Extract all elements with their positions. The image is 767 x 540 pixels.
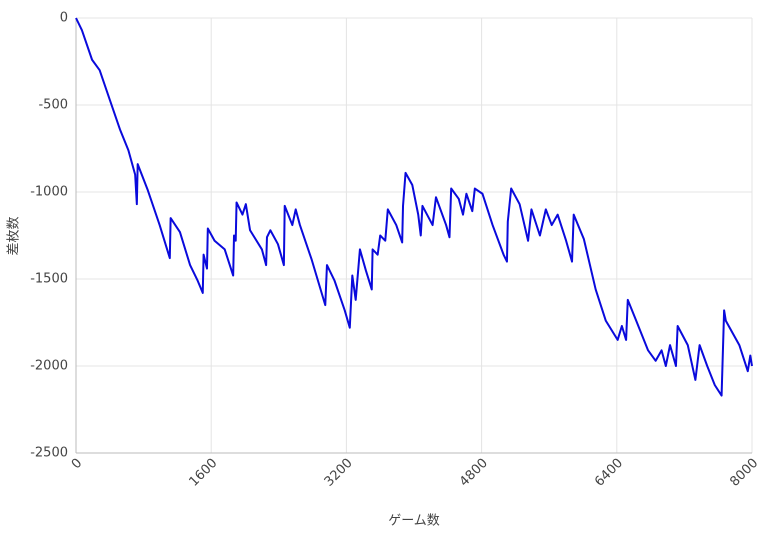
y-tick-label: -1500 — [30, 272, 68, 287]
x-tick-label: 8000 — [727, 456, 761, 490]
data-line — [75, 17, 753, 397]
y-tick-label: -500 — [38, 98, 68, 113]
x-tick-label: 1600 — [186, 456, 220, 490]
y-tick-label: -2000 — [30, 359, 68, 374]
x-tick-label: 3200 — [322, 456, 356, 490]
x-axis-label: ゲーム数 — [388, 514, 440, 529]
x-tick-label: 4800 — [457, 456, 491, 490]
y-tick-label: -1000 — [30, 185, 68, 200]
y-axis-label: 差枚数 — [7, 216, 22, 255]
y-tick-label: -2500 — [30, 446, 68, 461]
x-tick-label: 6400 — [592, 456, 626, 490]
x-tick-label: 0 — [69, 456, 85, 472]
y-tick-label: 0 — [60, 11, 68, 26]
